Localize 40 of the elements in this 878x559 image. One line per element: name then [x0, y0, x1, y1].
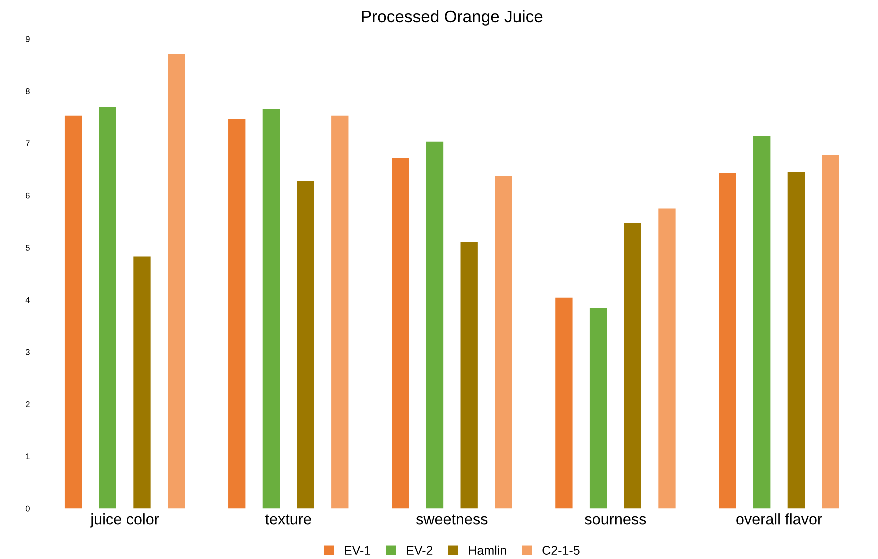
bar [297, 181, 314, 509]
chart-title: Processed Orange Juice [362, 10, 543, 26]
bar [99, 107, 116, 509]
legend-label: EV-2 [407, 546, 433, 555]
bar [392, 158, 410, 509]
y-tick-label: 8 [26, 88, 30, 94]
bar [332, 116, 349, 509]
bar [460, 242, 478, 509]
bar [754, 136, 771, 509]
x-tick-label: texture [266, 514, 312, 525]
y-tick-label: 3 [26, 349, 30, 356]
x-tick-label: sweetness [416, 514, 488, 525]
x-tick-label: sourness [585, 516, 646, 525]
y-tick-label: 0 [26, 506, 30, 512]
bar [788, 172, 806, 509]
y-tick-label: 1 [26, 454, 30, 460]
bar [168, 54, 186, 509]
y-tick-label: 4 [26, 297, 30, 304]
bar [426, 142, 444, 509]
legend-label: EV-1 [345, 546, 371, 555]
y-tick-label: 2 [26, 402, 30, 408]
bar [134, 256, 151, 509]
bar [822, 155, 840, 509]
x-tick-label: overall flavor [736, 514, 822, 525]
bar [719, 173, 736, 509]
y-tick-label: 6 [26, 192, 30, 199]
x-tick-label: juice color [90, 514, 160, 528]
bar [64, 116, 82, 509]
bar [262, 109, 280, 509]
legend-label: Hamlin [469, 546, 506, 556]
bar [624, 223, 642, 509]
bar [658, 208, 676, 509]
bar [556, 298, 573, 509]
y-tick-label: 5 [26, 245, 30, 251]
bar [590, 308, 608, 509]
legend-label: C2-1-5 [542, 546, 580, 556]
bar [495, 176, 512, 509]
bar [228, 119, 246, 509]
y-tick-label: 9 [26, 36, 30, 42]
y-tick-label: 7 [26, 140, 30, 146]
